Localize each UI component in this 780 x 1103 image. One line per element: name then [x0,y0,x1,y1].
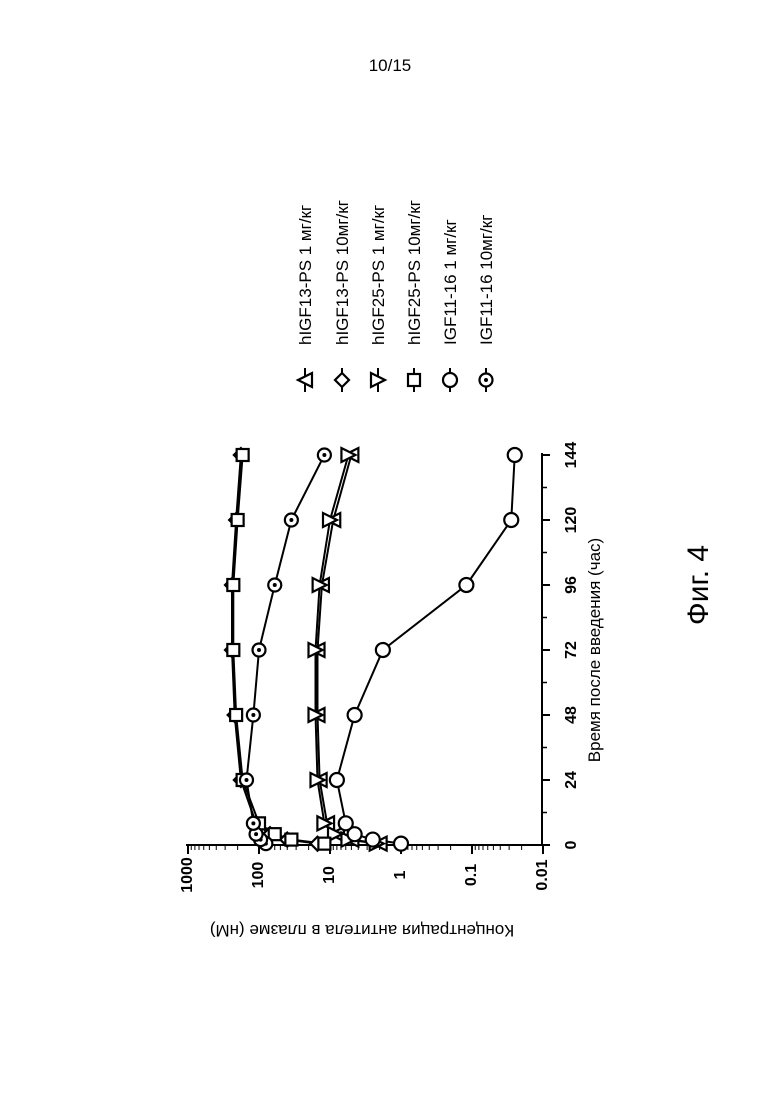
legend-marker [408,374,420,386]
x-tick-label: 24 [563,771,580,789]
data-point [330,773,344,787]
data-point-center [273,583,277,587]
x-tick-label: 144 [563,442,580,469]
legend-marker [335,373,349,387]
legend-label: IGF11-16 10мг/кг [477,215,496,345]
data-point [230,709,242,721]
chart-series-markers [225,448,522,851]
data-point [227,579,239,591]
data-point [504,513,518,527]
x-tick-label: 120 [563,507,580,534]
data-point-center [322,453,326,457]
x-tick-label: 96 [563,576,580,594]
data-point [348,708,362,722]
data-point-center [257,648,261,652]
y-tick-label: 1 [392,870,409,879]
legend-marker [443,373,457,387]
data-point-center [289,518,293,522]
legend-label: hIGF25-PS 10мг/кг [405,200,424,345]
data-point [237,449,249,461]
legend-entry-1: hIGF13-PS 1 мг/кг [296,205,315,392]
legend-label: hIGF13-PS 10мг/кг [333,200,352,345]
figure-label: Фиг. 4 [682,545,715,625]
legend-label: hIGF25-PS 1 мг/кг [369,205,388,345]
data-point [366,833,380,847]
legend-entry-4: hIGF25-PS 10мг/кг [405,200,424,392]
data-point [232,514,244,526]
y-tick-label: 1000 [179,857,196,893]
series-line-5 [337,455,515,844]
data-point [508,448,522,462]
y-tick-label: 10 [321,866,338,884]
data-point-center [244,778,248,782]
data-point [394,837,408,851]
chart-series-lines [232,455,515,844]
data-point [339,816,353,830]
legend-label: IGF11-16 1 мг/кг [441,219,460,345]
y-tick-label: 0.1 [463,864,480,886]
data-point-center [251,821,255,825]
x-axis-label: Время после введения (час) [585,538,604,762]
legend-entry-2: hIGF13-PS 10мг/кг [333,200,352,392]
legend-entry-5: IGF11-16 1 мг/кг [441,219,460,392]
y-axis-label: Концентрация антитела в плазме (нМ) [210,921,514,940]
series-points-5 [330,448,522,851]
data-point [227,644,239,656]
x-tick-label: 0 [563,840,580,849]
legend-label: hIGF13-PS 1 мг/кг [296,205,315,345]
y-tick-label: 0.01 [534,859,551,890]
legend-entry-3: hIGF25-PS 1 мг/кг [369,205,388,392]
data-point [318,838,330,850]
x-tick-label: 72 [563,641,580,659]
concentration-time-chart: 0 24 48 72 96 120 144 0.01 0.1 1 10 100 1000 Время п… [179,442,604,940]
data-point-center [254,832,258,836]
legend-marker-center [484,378,488,382]
data-point [459,578,473,592]
chart-legend: hIGF13-PS 1 мг/кг hIGF13-PS 10мг/кг hIGF25… [296,200,496,392]
data-point [285,834,297,846]
y-tick-label: 100 [250,862,267,889]
x-tick-label: 48 [563,706,580,724]
data-point [376,643,390,657]
legend-entry-6: IGF11-16 10мг/кг [477,215,496,392]
data-point-center [251,713,255,717]
